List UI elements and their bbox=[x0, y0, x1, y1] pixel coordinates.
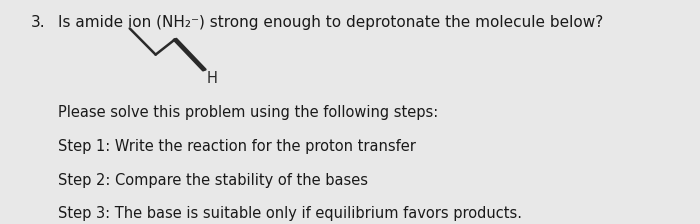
Text: Please solve this problem using the following steps:: Please solve this problem using the foll… bbox=[58, 105, 439, 120]
Text: 3.: 3. bbox=[31, 15, 46, 30]
Text: Step 2: Compare the stability of the bases: Step 2: Compare the stability of the bas… bbox=[58, 173, 368, 188]
Text: H: H bbox=[206, 71, 218, 86]
Text: Step 3: The base is suitable only if equilibrium favors products.: Step 3: The base is suitable only if equ… bbox=[58, 207, 522, 222]
Text: Step 1: Write the reaction for the proton transfer: Step 1: Write the reaction for the proto… bbox=[58, 139, 417, 154]
Text: Is amide ion (NH₂⁻) strong enough to deprotonate the molecule below?: Is amide ion (NH₂⁻) strong enough to dep… bbox=[58, 15, 603, 30]
